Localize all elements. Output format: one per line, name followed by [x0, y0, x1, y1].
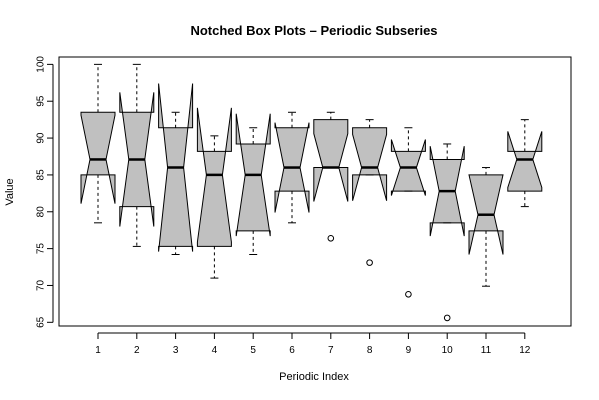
x-tick-label: 3: [173, 345, 179, 356]
x-tick-label: 2: [134, 345, 140, 356]
y-tick-label: 85: [36, 169, 47, 181]
notched-box: [352, 127, 388, 201]
chart-title: Notched Box Plots – Periodic Subseries: [190, 23, 437, 38]
y-tick-label: 95: [36, 95, 47, 107]
y-tick-label: 100: [36, 56, 47, 73]
y-axis-title: Value: [4, 178, 16, 205]
outlier-point: [443, 314, 451, 322]
x-tick-label: 4: [212, 345, 218, 356]
x-tick-label: 11: [481, 345, 492, 356]
y-tick-label: 80: [36, 206, 47, 218]
outlier-point: [366, 259, 373, 266]
y-tick-label: 65: [36, 316, 47, 328]
y-tick-label: 90: [36, 132, 47, 144]
outlier-point: [327, 234, 335, 242]
x-tick-label: 5: [250, 345, 256, 356]
outlier-point: [405, 291, 412, 298]
notched-box: [80, 111, 116, 204]
notched-box: [313, 119, 349, 202]
x-tick-label: 1: [95, 345, 101, 356]
x-axis-title: Periodic Index: [279, 371, 349, 383]
plot-frame: [58, 56, 572, 327]
y-tick-label: 70: [36, 279, 47, 291]
y-tick-label: 75: [36, 243, 47, 255]
x-tick-label: 10: [442, 345, 454, 356]
x-tick-label: 6: [289, 345, 295, 356]
x-tick-label: 9: [406, 345, 412, 356]
x-tick-label: 12: [519, 345, 531, 356]
x-tick-label: 7: [328, 345, 334, 356]
x-tick-label: 8: [367, 345, 373, 356]
notched-box: [196, 107, 232, 247]
notched-box: [507, 131, 543, 192]
